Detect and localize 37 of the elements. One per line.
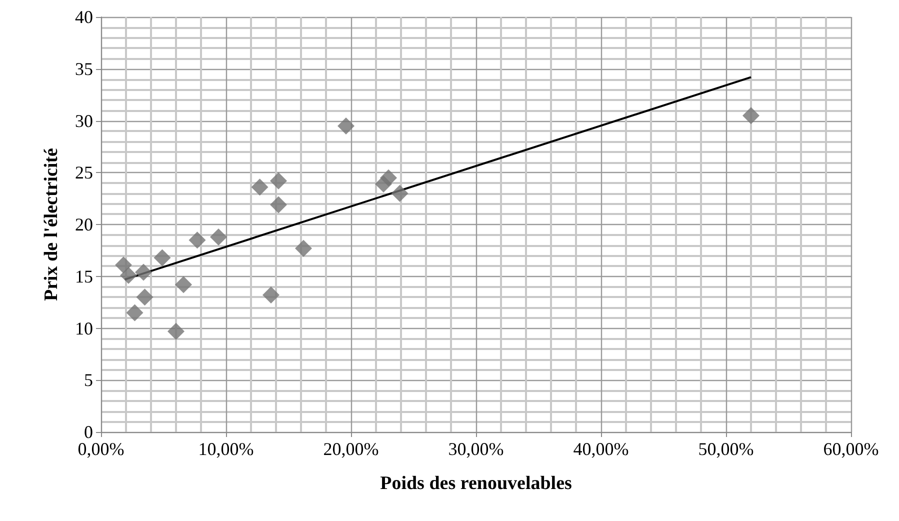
x-tick-label: 60,00% (823, 439, 879, 459)
y-tick-label: 10 (75, 318, 93, 338)
x-axis-title: Poids des renouvelables (380, 473, 572, 494)
point (262, 286, 280, 304)
point (251, 178, 268, 196)
point (380, 169, 397, 186)
point (742, 107, 760, 124)
point (295, 240, 312, 257)
x-tick-label: 50,00% (698, 439, 754, 459)
x-tick-label: 0,00% (78, 439, 124, 459)
x-tick-label: 40,00% (573, 439, 629, 459)
point (175, 276, 192, 294)
point (115, 256, 132, 274)
point (135, 264, 152, 281)
x-tick-label: 20,00% (323, 439, 379, 459)
point (338, 117, 354, 134)
x-tick-label: 30,00% (448, 439, 504, 459)
y-tick-label: 40 (75, 7, 93, 27)
y-tick-label: 20 (75, 214, 93, 234)
point (168, 322, 184, 340)
point (270, 172, 287, 190)
y-tick-label: 30 (75, 110, 93, 131)
point (126, 304, 144, 322)
x-tick-label: 10,00% (198, 439, 254, 459)
y-axis-title: Prix de l'électricité (41, 148, 62, 301)
y-tick-label: 35 (75, 58, 93, 79)
point (154, 249, 171, 266)
y-tick-label: 25 (75, 162, 93, 183)
point (210, 228, 227, 246)
point (391, 184, 408, 202)
point (188, 232, 206, 249)
y-tick-label: 0 (84, 422, 93, 442)
point (136, 288, 154, 306)
y-tick-label: 15 (75, 266, 93, 286)
y-tick-label: 5 (84, 370, 93, 390)
point (120, 266, 137, 284)
point (270, 196, 287, 214)
